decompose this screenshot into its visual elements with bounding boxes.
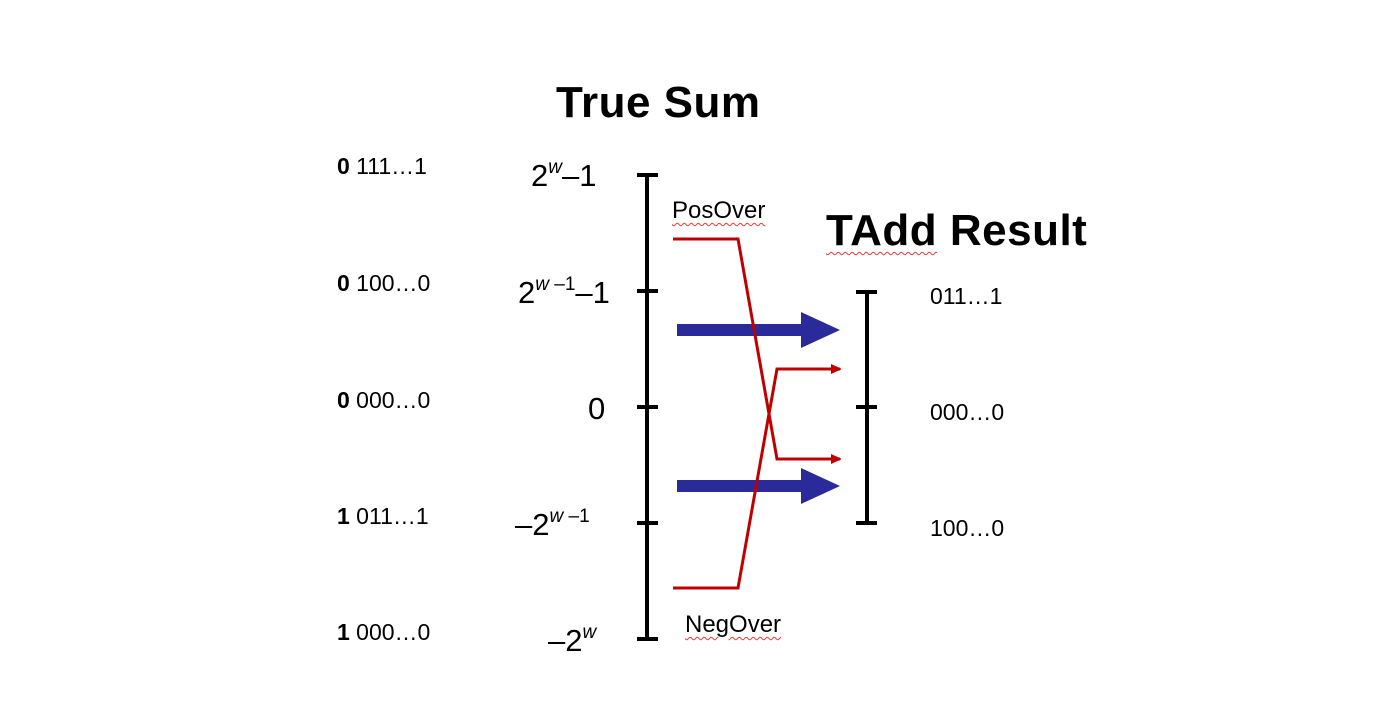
bit-pattern-row: 0 111…1	[337, 153, 427, 179]
tadd-result-axis	[856, 290, 877, 525]
tick-label-zero: 0	[588, 391, 606, 426]
tick-label-min: –2w	[548, 622, 597, 658]
negover-label: NegOver	[685, 611, 782, 638]
tick-label-tmin: –2w –1	[515, 506, 590, 542]
tadd-result-title: TAdd Result	[826, 206, 1088, 255]
true-sum-axis	[637, 173, 658, 641]
bit-pattern-row: 0 000…0	[337, 387, 431, 413]
bit-pattern-row: 1 000…0	[337, 619, 431, 645]
posover-wrap-line	[673, 237, 840, 459]
posover-label: PosOver	[672, 197, 766, 224]
true-sum-title: True Sum	[556, 78, 761, 127]
negover-wrap-line	[673, 369, 840, 590]
tick-label-max: 2w–1	[531, 157, 597, 193]
result-bit-pattern: 011…1	[930, 283, 1003, 309]
bit-pattern-row: 0 100…0	[337, 270, 431, 296]
mapping-arrow-lower	[677, 468, 840, 504]
result-bit-pattern: 100…0	[930, 515, 1005, 541]
tick-label-tmax: 2w –1–1	[518, 274, 610, 310]
bit-pattern-row: 1 011…1	[337, 503, 429, 529]
mapping-arrow-upper	[677, 312, 840, 348]
result-bit-pattern: 000…0	[930, 399, 1005, 425]
